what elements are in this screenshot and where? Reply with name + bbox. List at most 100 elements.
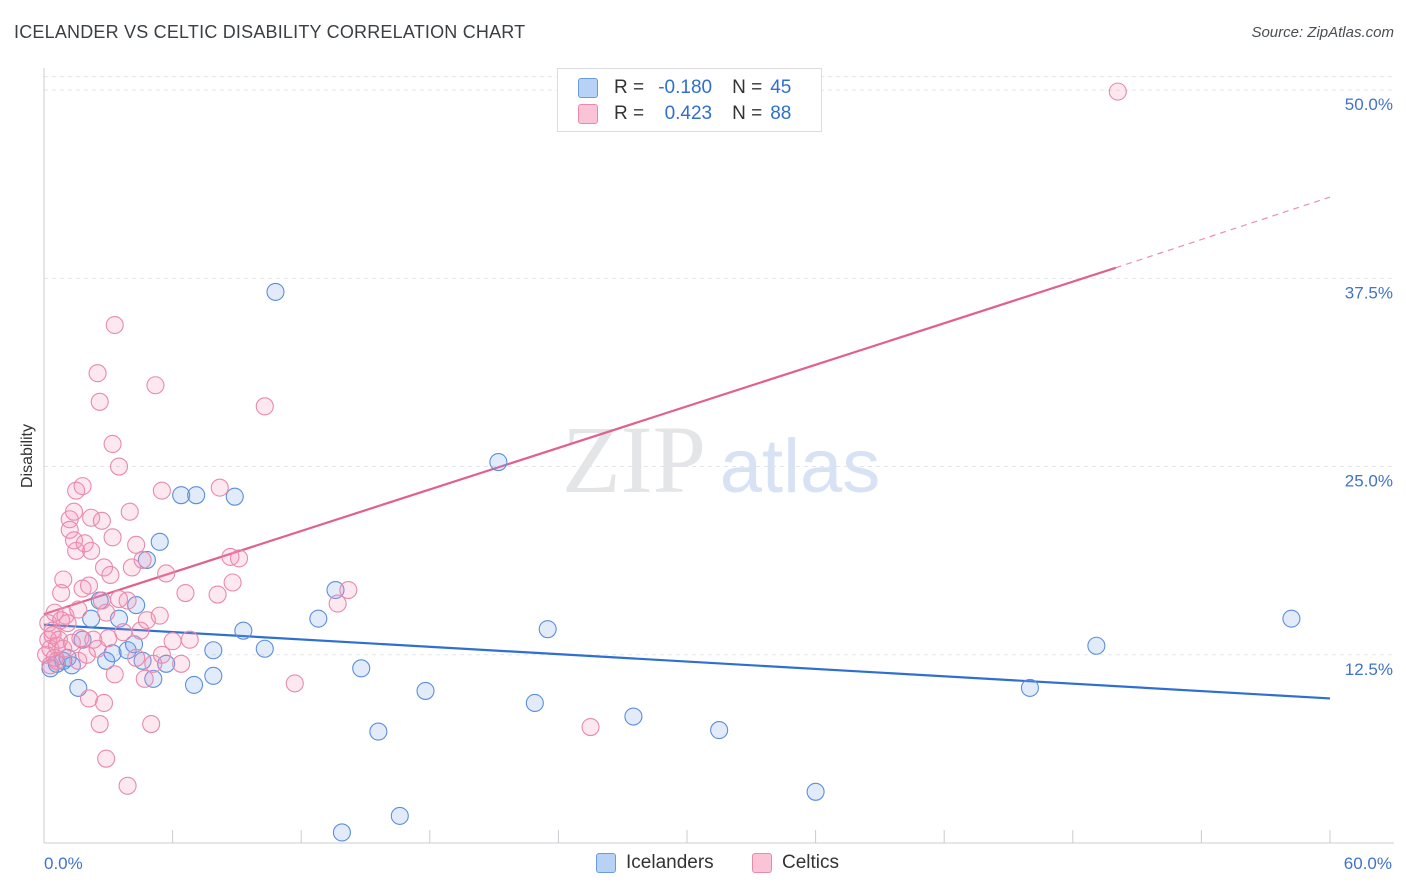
icelander-point: [103, 644, 122, 663]
legend-row-celtics: R = 0.423 N = 88: [578, 102, 791, 126]
legend-swatch-icelanders: [596, 853, 616, 873]
celtic-point: [223, 573, 242, 592]
x-tick-label: 0.0%: [44, 854, 83, 873]
celtic-point: [208, 585, 227, 604]
celtic-point: [176, 583, 195, 603]
celtic-point: [90, 714, 109, 734]
celtic-point: [118, 776, 137, 795]
celtic-trend-line: [43, 266, 1117, 616]
y-tick-label: 12.5%: [1345, 660, 1393, 679]
stats-legend: R = -0.180 N = 45 R = 0.423 N = 88: [557, 68, 822, 132]
celtic-point: [103, 528, 122, 547]
celtic-point: [285, 674, 304, 693]
source-label: Source: ZipAtlas.com: [1251, 24, 1394, 41]
celtic-point: [82, 541, 101, 560]
y-tick-label: 25.0%: [1345, 472, 1393, 491]
celtic-point: [105, 315, 124, 335]
celtic-point: [109, 457, 129, 476]
celtic-point: [120, 502, 139, 521]
legend-item-icelanders[interactable]: Icelanders: [596, 852, 714, 874]
legend-item-celtics[interactable]: Celtics: [752, 852, 839, 874]
celtic-point: [339, 580, 358, 600]
celtic-point: [229, 549, 249, 568]
legend-n-value: 45: [770, 77, 792, 98]
legend-r-label: R =: [614, 77, 645, 98]
celtic-point: [210, 478, 229, 497]
celtic-point: [73, 477, 92, 496]
icelander-point: [184, 675, 204, 694]
icelander-point: [150, 532, 169, 551]
celtic-trend-extension: [1115, 196, 1331, 269]
legend-r-label: R =: [614, 103, 645, 124]
celtic-point: [45, 603, 64, 622]
celtic-point: [97, 603, 116, 622]
icelander-point: [234, 621, 253, 640]
celtic-point: [62, 633, 81, 652]
celtic-point: [90, 392, 109, 411]
icelander-point: [352, 659, 371, 678]
icelander-point: [538, 620, 557, 639]
celtic-point: [82, 508, 101, 527]
celtic-point: [84, 630, 103, 649]
watermark-zip: ZIP: [562, 406, 706, 513]
icelander-point: [332, 823, 351, 842]
celtic-point: [133, 550, 152, 569]
icelander-point: [806, 782, 825, 801]
celtic-point: [77, 645, 96, 664]
icelander-point: [326, 580, 345, 600]
celtic-point: [79, 689, 99, 708]
icelander-trend-line: [43, 623, 1331, 700]
celtic-point: [75, 534, 94, 553]
legend-r-value: -0.180: [658, 77, 713, 98]
celtic-point: [150, 606, 169, 625]
celtic-point: [328, 594, 347, 613]
icelander-point: [710, 721, 729, 740]
celtic-point: [581, 718, 600, 737]
legend-n-label: N =: [732, 103, 763, 124]
celtic-point: [127, 535, 146, 554]
celtic-point: [88, 364, 107, 383]
celtic-point: [79, 576, 99, 595]
celtic-point: [64, 502, 84, 521]
celtic-point: [92, 511, 111, 530]
legend-n-value: 88: [770, 103, 792, 124]
icelander-point: [255, 639, 274, 658]
celtic-point: [52, 583, 71, 603]
celtic-point: [118, 591, 137, 610]
celtic-point: [97, 749, 116, 768]
celtic-point: [99, 629, 118, 648]
legend-swatch-celtics: [752, 853, 772, 873]
celtic-point: [157, 564, 176, 583]
celtic-point: [94, 693, 114, 713]
celtic-point: [45, 648, 64, 667]
celtic-point: [94, 558, 114, 577]
legend-label-icelanders: Icelanders: [626, 852, 714, 873]
celtic-point: [1108, 82, 1127, 101]
celtic-point: [101, 565, 120, 585]
celtic-point: [255, 397, 274, 416]
celtic-point: [152, 481, 171, 500]
icelander-point: [204, 641, 223, 660]
celtic-point: [114, 623, 133, 642]
icelander-point: [1020, 678, 1039, 697]
celtic-point: [105, 665, 124, 684]
celtic-point: [152, 645, 171, 664]
celtic-point: [146, 376, 165, 395]
legend-row-icelanders: R = -0.180 N = 45: [578, 76, 791, 100]
legend-swatch-pink: [578, 104, 598, 124]
icelander-point: [127, 596, 146, 615]
legend-swatch-blue: [578, 78, 598, 98]
celtic-point: [58, 614, 77, 633]
celtic-point: [180, 630, 199, 649]
icelander-point: [204, 666, 223, 685]
chart-title: ICELANDER VS CELTIC DISABILITY CORRELATI…: [14, 22, 526, 42]
celtic-point: [54, 570, 73, 589]
icelander-point: [225, 487, 244, 506]
celtic-point: [103, 434, 122, 454]
y-tick-label: 50.0%: [1345, 95, 1393, 114]
celtic-point: [142, 714, 161, 734]
celtic-point: [135, 669, 154, 688]
icelander-point: [137, 550, 156, 569]
legend-r-value: 0.423: [664, 103, 713, 124]
celtic-point: [131, 621, 150, 640]
